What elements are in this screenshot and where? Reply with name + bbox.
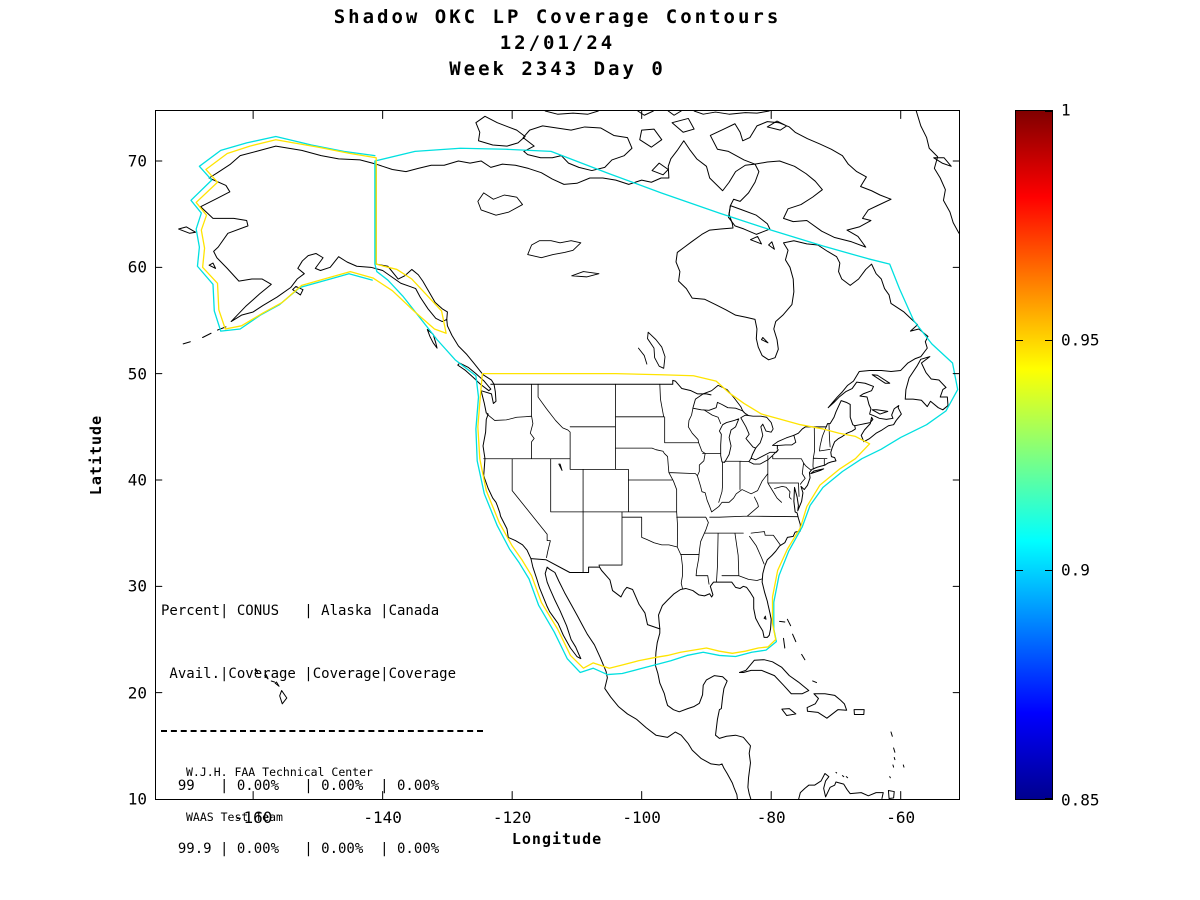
x-tick-label: -140 (363, 808, 402, 827)
north-america-map (156, 111, 959, 799)
colorbar-label-0-9: 0.9 (1061, 560, 1090, 580)
credit-line-1: W.J.H. FAA Technical Center (186, 765, 373, 779)
greenland-coast (916, 111, 959, 233)
y-tick-label: 70 (127, 151, 147, 171)
contour-yellow (196, 140, 869, 668)
y-tick-label: 30 (127, 576, 147, 596)
arctic-islands (476, 111, 891, 343)
contour-yellow-alaska (196, 140, 446, 334)
coverage-table-header-2: Avail.|Coverage |Coverage|Coverage (161, 666, 457, 682)
coverage-table-divider (161, 730, 483, 732)
title-line-2: 12/01/24 (499, 32, 616, 54)
international-borders (376, 164, 855, 629)
coverage-table-row-99: 99 | 0.00% | 0.00% | 0.00% (161, 778, 440, 794)
x-tick-label: -100 (622, 808, 661, 827)
south-america-coast (798, 772, 883, 799)
x-tick-label: -60 (886, 808, 916, 827)
x-tick-label: -160 (233, 808, 273, 827)
coverage-table: Percent| CONUS | Alaska |Canada Avail.|C… (161, 559, 483, 900)
colorbar-label-0-85: 0.85 (1061, 790, 1100, 810)
contour-yellow-conus (478, 374, 870, 669)
coastline-mainland (201, 141, 928, 799)
title-line-1: Shadow OKC LP Coverage Contours (333, 6, 782, 28)
title-line-3: Week 2343 Day 0 (449, 58, 666, 80)
contour-cyan-north-america (375, 148, 958, 674)
coverage-table-row-99-9: 99.9 | 0.00% | 0.00% | 0.00% (161, 841, 440, 857)
y-tick-label: 60 (127, 257, 147, 277)
credit-line-2: WAAS Test Team (186, 810, 283, 824)
y-tick-label: 50 (127, 364, 147, 384)
coverage-table-header-1: Percent| CONUS | Alaska |Canada (161, 603, 440, 619)
us-state-borders (484, 384, 830, 588)
colorbar-labels: 1 0.95 0.9 0.85 (1061, 101, 1131, 810)
colorbar-label-0-95: 0.95 (1061, 330, 1100, 350)
axis-tick-marks (156, 111, 959, 799)
colorbar-tick (1045, 340, 1052, 342)
colorbar-tick (1045, 111, 1052, 112)
y-tick-label: 40 (127, 470, 147, 490)
y-tick-label: 20 (127, 683, 147, 703)
colorbar-tick (1016, 569, 1023, 571)
x-tick-label: -120 (492, 808, 532, 827)
y-axis-label: Latitude (87, 414, 105, 496)
colorbar-label-1: 1 (1061, 100, 1071, 120)
colorbar-tick (1016, 340, 1023, 342)
islands (179, 227, 948, 799)
plot-title-block: Shadow OKC LP Coverage Contours 12/01/24… (155, 4, 960, 82)
x-tick-label: -80 (756, 808, 786, 827)
map-plot-area: Percent| CONUS | Alaska |Canada Avail.|C… (128, 110, 960, 857)
colorbar-tick (1045, 797, 1052, 799)
credit-text: W.J.H. FAA Technical Center WAAS Test Te… (186, 735, 373, 855)
colorbar-tick (1045, 569, 1052, 571)
x-axis-label: Longitude (511, 830, 603, 848)
y-tick-label: 10 (127, 789, 147, 809)
colorbar-gradient (1016, 111, 1052, 799)
colorbar (1015, 110, 1053, 800)
